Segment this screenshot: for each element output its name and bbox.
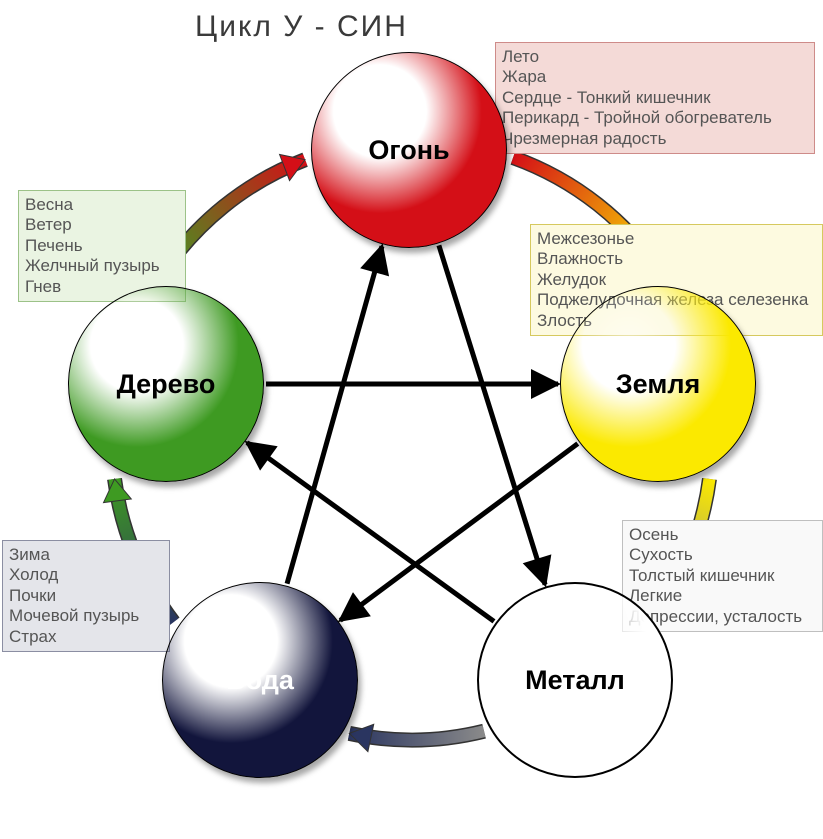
- info-line: Сердце - Тонкий кишечник: [502, 88, 806, 108]
- info-line: Страх: [9, 627, 161, 647]
- info-line: Чрезмерная радость: [502, 129, 806, 149]
- info-line: Влажность: [537, 249, 814, 269]
- node-label-metal: Металл: [525, 665, 625, 696]
- info-line: Лето: [502, 47, 806, 67]
- node-water: Вода: [162, 582, 358, 778]
- info-line: Сухость: [629, 545, 814, 565]
- outer-arc-outline-metal-water: [349, 731, 484, 740]
- info-line: Зима: [9, 545, 161, 565]
- info-line: Печень: [25, 236, 177, 256]
- node-fire: Огонь: [311, 52, 507, 248]
- node-wood: Дерево: [68, 286, 264, 482]
- node-label-earth: Земля: [616, 369, 700, 400]
- info-line: Легкие: [629, 586, 814, 606]
- info-box-metal: ОсеньСухостьТолстый кишечникЛегкиеДепрес…: [622, 520, 823, 632]
- info-box-fire: ЛетоЖараСердце - Тонкий кишечникПерикард…: [495, 42, 815, 154]
- outer-arc-metal-water: [349, 731, 484, 740]
- info-line: Желчный пузырь: [25, 256, 177, 276]
- info-line: Депрессии, усталость: [629, 607, 814, 627]
- outer-arc-arrowhead-water-wood: [104, 479, 132, 503]
- info-line: Мочевой пузырь: [9, 606, 161, 626]
- info-line: Толстый кишечник: [629, 566, 814, 586]
- node-metal: Металл: [477, 582, 673, 778]
- info-line: Жара: [502, 67, 806, 87]
- info-line: Холод: [9, 565, 161, 585]
- node-label-wood: Дерево: [117, 369, 216, 400]
- node-earth: Земля: [560, 286, 756, 482]
- diagram-title: Цикл У - СИН: [195, 10, 408, 44]
- node-label-fire: Огонь: [368, 135, 449, 166]
- info-line: Межсезонье: [537, 229, 814, 249]
- info-line: Перикард - Тройной обогреватель: [502, 108, 806, 128]
- info-line: Осень: [629, 525, 814, 545]
- node-label-water: Вода: [226, 665, 294, 696]
- outer-arc-arrowhead-wood-fire: [280, 154, 306, 180]
- info-line: Весна: [25, 195, 177, 215]
- info-line: Почки: [9, 586, 161, 606]
- info-line: Ветер: [25, 215, 177, 235]
- star-edge-water-fire: [287, 246, 382, 583]
- outer-arc-arrowhead-metal-water: [349, 724, 373, 751]
- info-box-water: ЗимаХолодПочкиМочевой пузырьСтрах: [2, 540, 170, 652]
